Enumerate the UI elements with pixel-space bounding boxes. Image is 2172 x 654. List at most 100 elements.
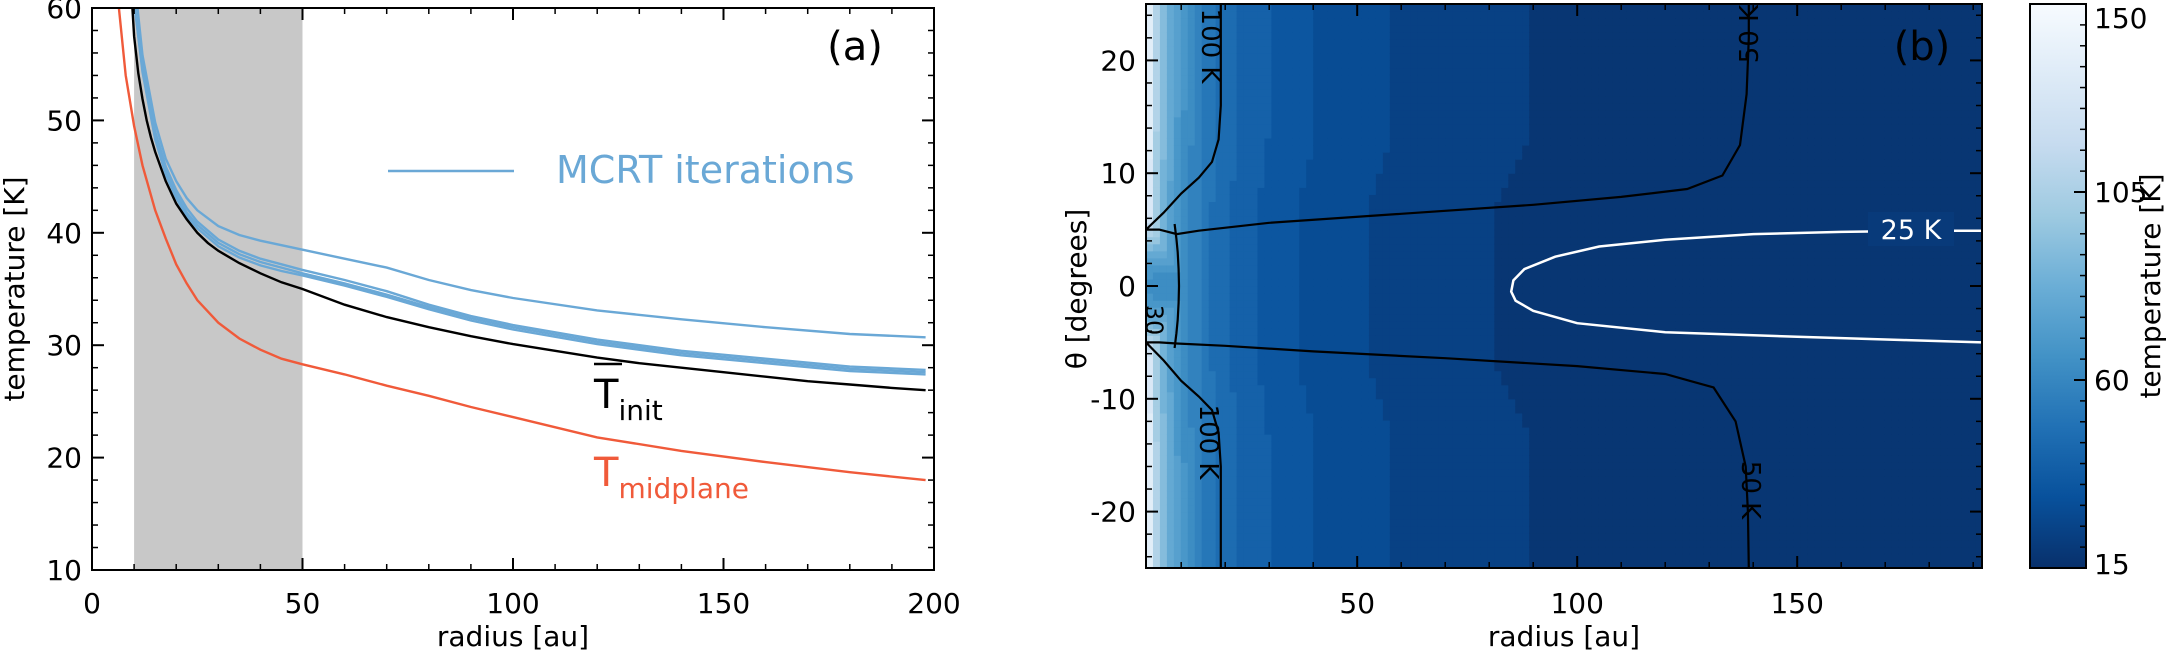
heatmap-cell (1375, 441, 1384, 449)
heatmap-cell (1278, 363, 1286, 372)
heatmap-cell (1320, 166, 1328, 174)
heatmap-cell (1473, 137, 1481, 146)
heatmap-cell (1424, 335, 1433, 343)
heatmap-cell (1557, 130, 1565, 139)
heatmap-cell (1543, 201, 1551, 210)
heatmap-cell (1341, 483, 1349, 492)
heatmap-cell (1208, 116, 1217, 125)
heatmap-cell (1313, 441, 1321, 449)
heatmap-cell (1243, 349, 1252, 358)
heatmap-cell (1166, 208, 1175, 217)
heatmap-cell (1424, 546, 1433, 555)
heatmap-cell (1278, 286, 1286, 294)
heatmap-cell (1550, 427, 1558, 435)
heatmap-cell (1236, 123, 1245, 132)
heatmap-cell (1194, 441, 1203, 449)
heatmap-cell (1285, 264, 1293, 273)
heatmap-cell (1264, 293, 1272, 301)
heatmap-cell (1543, 166, 1551, 174)
heatmap-cell (1466, 469, 1475, 477)
heatmap-cell (1445, 532, 1454, 541)
heatmap-cell (1431, 314, 1440, 322)
heatmap-cell (1292, 391, 1300, 400)
heatmap-cell (1417, 412, 1426, 421)
heatmap-cell (1313, 102, 1321, 111)
heatmap-cell (1341, 95, 1349, 104)
heatmap-cell (1424, 39, 1433, 47)
heatmap-cell (1543, 321, 1551, 329)
heatmap-cell (1187, 455, 1196, 463)
heatmap-cell (1229, 152, 1238, 160)
heatmap-cell (1159, 490, 1168, 499)
heatmap-cell (1403, 137, 1412, 146)
heatmap-cell (1334, 328, 1342, 336)
heatmap-cell (1536, 349, 1544, 358)
heatmap-cell (1368, 328, 1377, 336)
heatmap-cell (1543, 532, 1551, 541)
heatmap-cell (1536, 81, 1544, 90)
heatmap-cell (1271, 46, 1279, 54)
heatmap-cell (1348, 166, 1356, 174)
heatmap-cell (1403, 328, 1412, 336)
heatmap-cell (1382, 180, 1391, 188)
heatmap-cell (1522, 321, 1530, 329)
heatmap-cell (1403, 88, 1412, 97)
heatmap-cell (1243, 525, 1252, 534)
heatmap-cell (1320, 222, 1328, 231)
heatmap-cell (1236, 166, 1245, 174)
heatmap-cell (1361, 448, 1370, 456)
heatmap-cell (1215, 398, 1224, 407)
heatmap-cell (1452, 363, 1461, 372)
heatmap-cell (1201, 67, 1210, 76)
heatmap-cell (1389, 335, 1398, 343)
heatmap-cell (1487, 363, 1495, 372)
heatmap-cell (1285, 145, 1293, 153)
heatmap-cell (1250, 518, 1259, 527)
heatmap-cell (1403, 539, 1412, 548)
heatmap-cell (1389, 74, 1398, 83)
heatmap-cell (1285, 194, 1293, 202)
heatmap-cell (1194, 116, 1203, 125)
heatmap-cell (1382, 264, 1391, 273)
heatmap-cell (1313, 194, 1321, 202)
heatmap-cell (1494, 532, 1502, 541)
heatmap-cell (1278, 490, 1286, 499)
heatmap-cell (1417, 518, 1426, 527)
heatmap-cell (1375, 497, 1384, 506)
heatmap-cell (1236, 187, 1245, 195)
heatmap-cell (1438, 335, 1447, 343)
heatmap-cell (1529, 504, 1537, 513)
heatmap-cell (1368, 166, 1377, 174)
heatmap-cell (1417, 25, 1426, 33)
heatmap-cell (1424, 363, 1433, 372)
heatmap-cell (1285, 349, 1293, 358)
heatmap-cell (1215, 173, 1224, 181)
heatmap-cell (1180, 448, 1189, 456)
heatmap-cell (1194, 511, 1203, 520)
heatmap-cell (1438, 490, 1447, 499)
heatmap-cell (1389, 81, 1398, 90)
heatmap-cell (1529, 335, 1537, 343)
heatmap-cell (1250, 137, 1259, 146)
heatmap-cell (1355, 215, 1363, 224)
heatmap-cell (1348, 321, 1356, 329)
heatmap-cell (1368, 307, 1377, 315)
heatmap-cell (1306, 483, 1314, 492)
heatmap-cell (1173, 123, 1182, 132)
heatmap-cell (1403, 448, 1412, 456)
heatmap-cell (1313, 518, 1321, 527)
heatmap-cell (1529, 518, 1537, 527)
heatmap-cell (1382, 11, 1391, 19)
heatmap-cell (1355, 222, 1363, 231)
heatmap-cell (1431, 264, 1440, 273)
heatmap-cell (1159, 314, 1168, 322)
heatmap-cell (1445, 180, 1454, 188)
heatmap-cell (1543, 293, 1551, 301)
heatmap-cell (1355, 95, 1363, 104)
heatmap-cell (1334, 391, 1342, 400)
heatmap-cell (1278, 39, 1286, 47)
heatmap-cell (1257, 102, 1266, 111)
heatmap-cell (1285, 483, 1293, 492)
heatmap-cell (1327, 370, 1335, 379)
heatmap-cell (1166, 95, 1175, 104)
